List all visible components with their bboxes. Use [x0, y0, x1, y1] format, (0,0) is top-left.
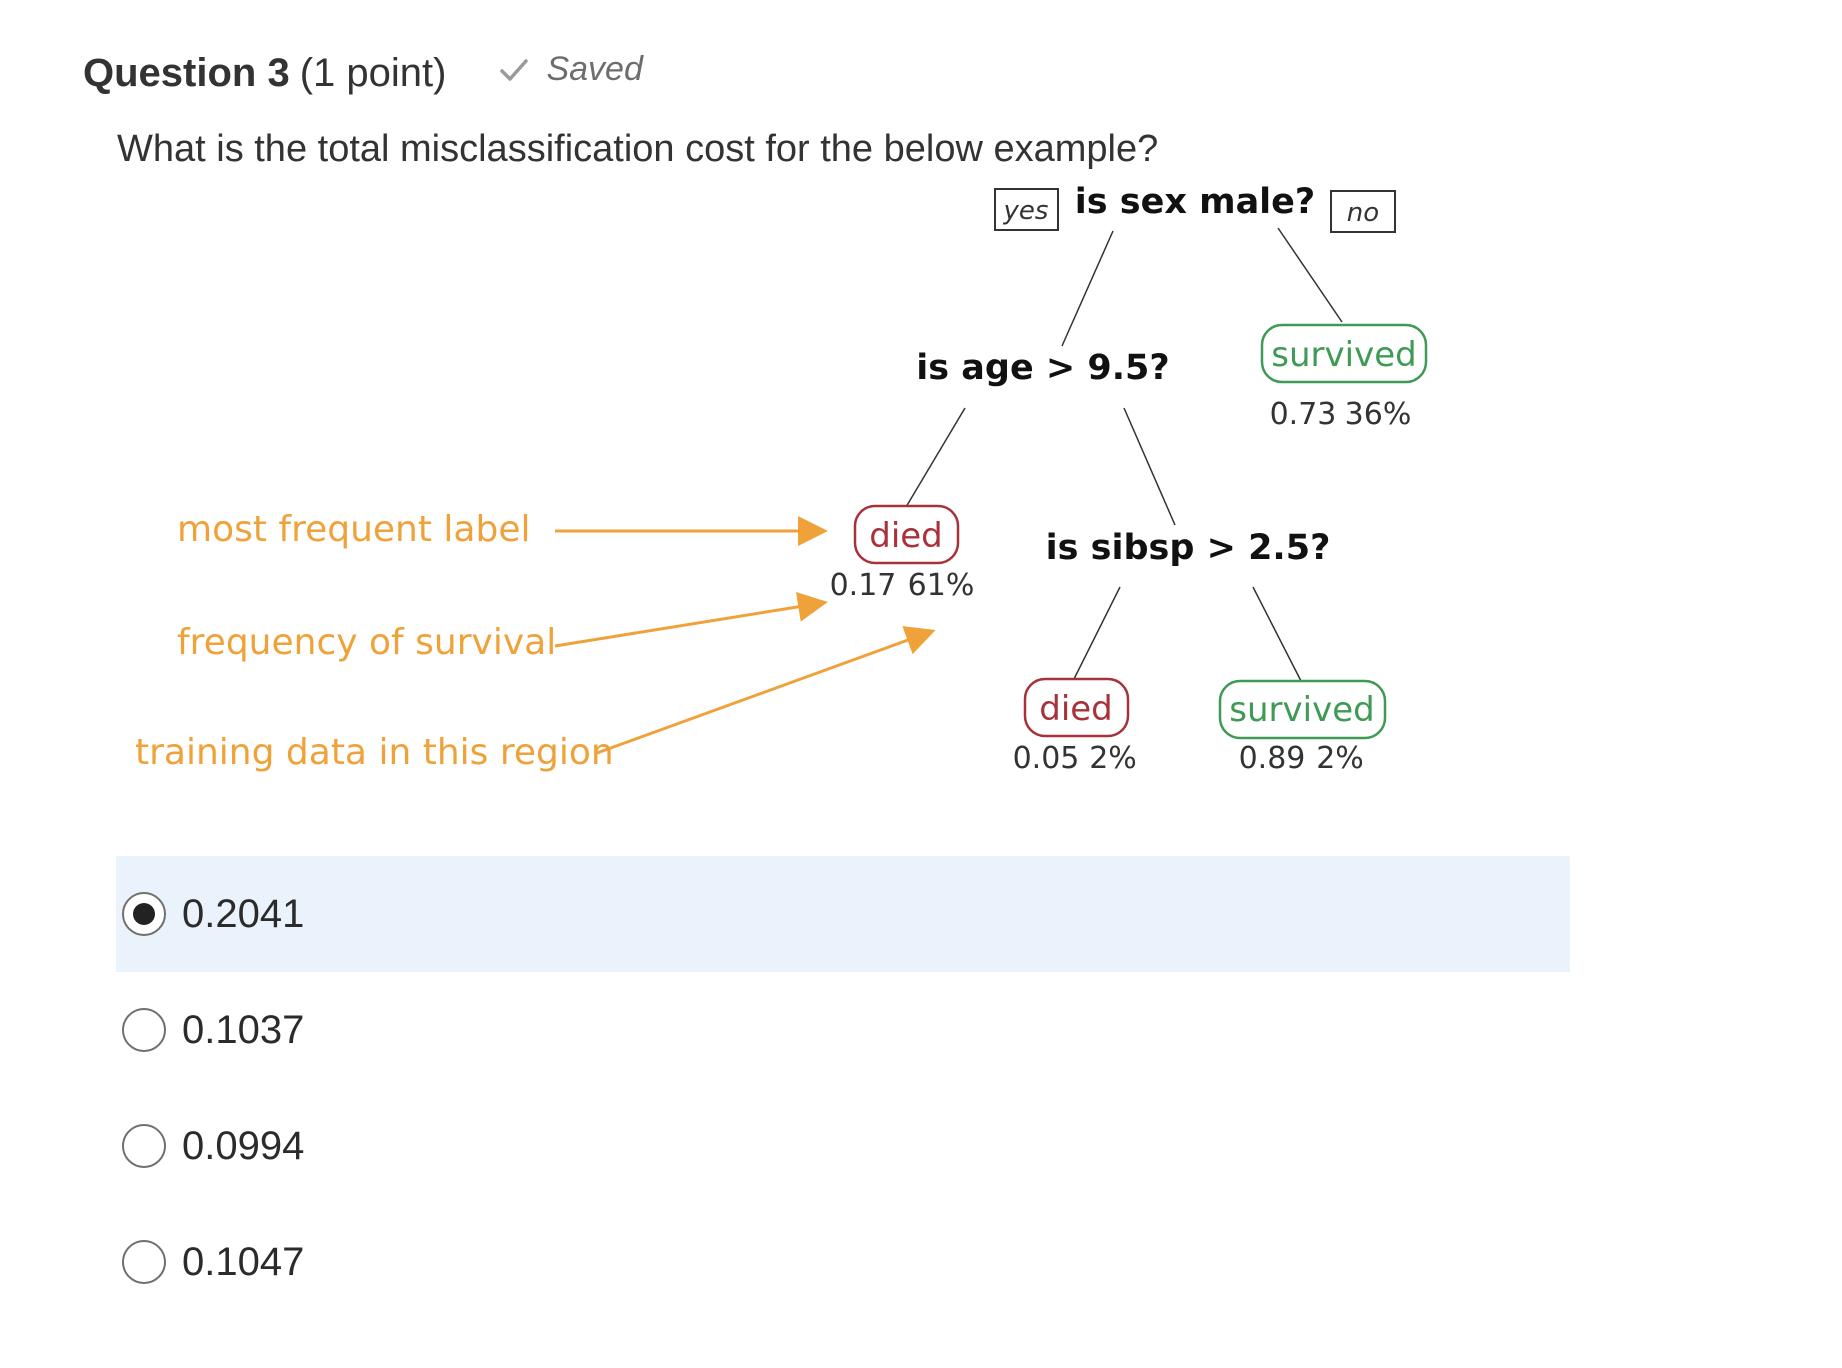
leaf-survived-2-box	[1218, 679, 1387, 740]
root-node-question: is sex male?	[1075, 182, 1315, 222]
answer-options: 0.2041 0.1037 0.0994 0.1047	[116, 856, 1570, 1320]
leaf-died-1-freq: 0.17	[830, 568, 897, 603]
saved-status: Saved	[498, 50, 643, 89]
radio-dot	[133, 903, 155, 925]
edge-sibsp-survived	[1252, 586, 1302, 682]
no-branch-label: no	[1347, 198, 1379, 228]
leaf-died-1-label: died	[869, 516, 943, 556]
leaf-died-2-freq: 0.05	[1013, 741, 1080, 776]
radio-button[interactable]	[122, 1240, 166, 1284]
annotation-most-frequent-label: most frequent label	[177, 509, 531, 550]
radio-button[interactable]	[122, 1124, 166, 1168]
sibsp-node-question: is sibsp > 2.5?	[1046, 528, 1331, 568]
edge-age-sibsp	[1123, 407, 1176, 526]
saved-label: Saved	[546, 50, 643, 88]
arrow-training-data	[596, 626, 936, 755]
leaf-survived-2-freq: 0.89	[1239, 741, 1306, 776]
answer-option-3[interactable]: 0.0994	[116, 1088, 1570, 1204]
leaf-survived-2-label: survived	[1229, 690, 1374, 730]
edge-sibsp-died	[1073, 586, 1121, 680]
radio-button[interactable]	[122, 1008, 166, 1052]
edge-root-age	[1061, 230, 1114, 347]
leaf-survived-1-label: survived	[1271, 335, 1416, 375]
leaf-survived-1-freq: 0.73	[1270, 397, 1337, 432]
leaf-died-2-share: 2%	[1089, 741, 1137, 776]
leaf-died-2-label: died	[1039, 689, 1113, 729]
answer-option-label[interactable]: 0.1047	[182, 1239, 305, 1284]
leaf-died-1-box	[853, 504, 960, 565]
question-title: Question 3	[83, 50, 290, 95]
question-points: (1 point)	[299, 50, 447, 95]
answer-option-label[interactable]: 0.1037	[182, 1007, 305, 1052]
decision-tree-svg: yes is sex male? no is age > 9.5? surviv…	[135, 182, 1428, 776]
edge-root-survived	[1277, 227, 1343, 323]
answer-option-label[interactable]: 0.2041	[182, 891, 305, 936]
answer-option-label[interactable]: 0.0994	[182, 1123, 305, 1168]
edge-age-died	[905, 407, 966, 508]
annotation-training-data: training data in this region	[135, 732, 614, 773]
no-branch-box	[1330, 190, 1396, 233]
leaf-died-1-share: 61%	[908, 568, 975, 603]
leaf-survived-1-box	[1260, 323, 1428, 384]
decision-tree-figure: yes is sex male? no is age > 9.5? surviv…	[0, 175, 1500, 815]
checkmark-icon	[500, 58, 529, 81]
radio-button-selected[interactable]	[122, 892, 166, 936]
leaf-survived-2-share: 2%	[1316, 741, 1364, 776]
answer-option-4[interactable]: 0.1047	[116, 1204, 1570, 1320]
leaf-died-2-box	[1023, 677, 1130, 738]
yes-branch-label: yes	[1003, 196, 1049, 226]
leaf-survived-1-share: 36%	[1345, 397, 1412, 432]
yes-branch-box	[994, 188, 1059, 231]
answer-option-1[interactable]: 0.2041	[116, 856, 1570, 972]
question-header: Question 3 (1 point) Saved	[83, 50, 643, 96]
arrow-frequency-of-survival	[554, 592, 828, 648]
question-prompt: What is the total misclassification cost…	[117, 128, 1159, 170]
annotation-frequency-of-survival: frequency of survival	[177, 622, 556, 663]
answer-option-2[interactable]: 0.1037	[116, 972, 1570, 1088]
age-node-question: is age > 9.5?	[916, 348, 1169, 388]
